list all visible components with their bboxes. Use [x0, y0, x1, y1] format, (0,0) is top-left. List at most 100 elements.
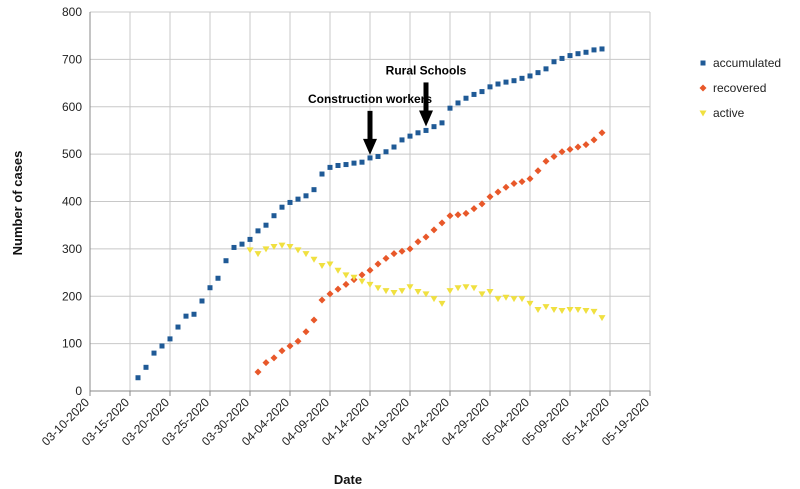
recovered-point	[502, 183, 510, 191]
accumulated-point	[183, 313, 189, 319]
legend: accumulated recovered active	[699, 56, 781, 120]
active-point	[398, 288, 406, 295]
accumulated-point	[351, 160, 357, 166]
recovered-point	[446, 212, 454, 220]
active-point	[294, 247, 302, 254]
accumulated-point	[551, 59, 557, 65]
recovered-point	[294, 337, 302, 345]
recovered-point	[542, 157, 550, 165]
recovered-point	[590, 136, 598, 144]
active-point	[422, 291, 430, 298]
recovered-point	[526, 175, 534, 183]
axes	[89, 12, 651, 396]
active-point	[558, 307, 566, 314]
accumulated-point	[359, 159, 365, 165]
annotation-arrow-head	[419, 110, 433, 127]
active-point	[318, 262, 326, 269]
accumulated-point	[439, 120, 445, 126]
accumulated-point	[199, 298, 205, 304]
active-point	[542, 304, 550, 311]
accumulated-point	[215, 275, 221, 281]
recovered-point	[438, 219, 446, 227]
active-point	[446, 288, 454, 295]
active-point	[310, 256, 318, 263]
accumulated-point	[159, 343, 165, 349]
legend-item-accumulated: accumulated	[700, 56, 781, 70]
recovered-point	[406, 245, 414, 253]
accumulated-point	[599, 46, 605, 52]
active-point	[406, 284, 414, 291]
accumulated-point	[327, 164, 333, 170]
legend-swatch-recovered	[699, 84, 707, 92]
accumulated-point	[575, 51, 581, 57]
recovered-point	[374, 260, 382, 268]
accumulated-point	[567, 53, 573, 59]
recovered-point	[366, 266, 374, 274]
recovered-point	[582, 141, 590, 149]
series-recovered	[254, 129, 606, 376]
active-point	[246, 247, 254, 254]
recovered-point	[518, 178, 526, 186]
data-points	[135, 46, 606, 381]
active-point	[454, 285, 462, 292]
accumulated-point	[423, 127, 429, 133]
y-tick-label: 700	[62, 52, 82, 66]
x-axis-ticks: 03-10-202003-15-202003-20-202003-25-2020…	[39, 395, 653, 449]
active-point	[382, 288, 390, 295]
accumulated-point	[383, 149, 389, 155]
recovered-point	[486, 193, 494, 201]
accumulated-point	[535, 70, 541, 76]
active-point	[342, 272, 350, 279]
active-point	[262, 246, 270, 253]
recovered-point	[558, 148, 566, 156]
recovered-point	[382, 254, 390, 262]
recovered-point	[358, 271, 366, 279]
accumulated-point	[279, 204, 285, 210]
accumulated-point	[287, 199, 293, 205]
y-tick-label: 300	[62, 242, 82, 256]
accumulated-point	[527, 73, 533, 79]
accumulated-point	[503, 79, 509, 85]
legend-item-recovered: recovered	[699, 81, 766, 95]
accumulated-point	[583, 49, 589, 55]
accumulated-point	[447, 105, 453, 111]
accumulated-point	[303, 193, 309, 199]
accumulated-point	[223, 258, 229, 264]
recovered-point	[270, 354, 278, 362]
recovered-point	[302, 328, 310, 336]
accumulated-point	[415, 130, 421, 136]
accumulated-point	[367, 155, 373, 161]
active-point	[302, 251, 310, 258]
active-point	[374, 285, 382, 292]
recovered-point	[510, 179, 518, 187]
accumulated-point	[255, 228, 261, 234]
recovered-point	[494, 188, 502, 196]
active-point	[534, 307, 542, 314]
x-axis-title: Date	[334, 472, 362, 487]
accumulated-point	[239, 241, 245, 247]
active-point	[574, 307, 582, 314]
active-point	[326, 261, 334, 268]
recovered-point	[278, 347, 286, 355]
y-tick-label: 0	[75, 384, 82, 398]
y-axis-title: Number of cases	[10, 151, 25, 256]
active-point	[438, 300, 446, 307]
active-point	[486, 289, 494, 296]
annotation-label: Rural Schools	[386, 63, 467, 77]
active-point	[582, 307, 590, 314]
active-point	[390, 289, 398, 296]
annotation-arrow-head	[363, 138, 377, 155]
accumulated-point	[311, 187, 317, 193]
active-point	[430, 296, 438, 303]
recovered-point	[566, 145, 574, 153]
y-axis-ticks: 0 100 200 300 400 500 600 700 800	[62, 5, 82, 398]
accumulated-point	[407, 133, 413, 139]
active-point	[590, 308, 598, 315]
active-point	[502, 294, 510, 301]
accumulated-point	[175, 324, 181, 330]
accumulated-point	[295, 196, 301, 202]
accumulated-point	[495, 81, 501, 87]
recovered-point	[326, 290, 334, 298]
recovered-point	[334, 285, 342, 293]
